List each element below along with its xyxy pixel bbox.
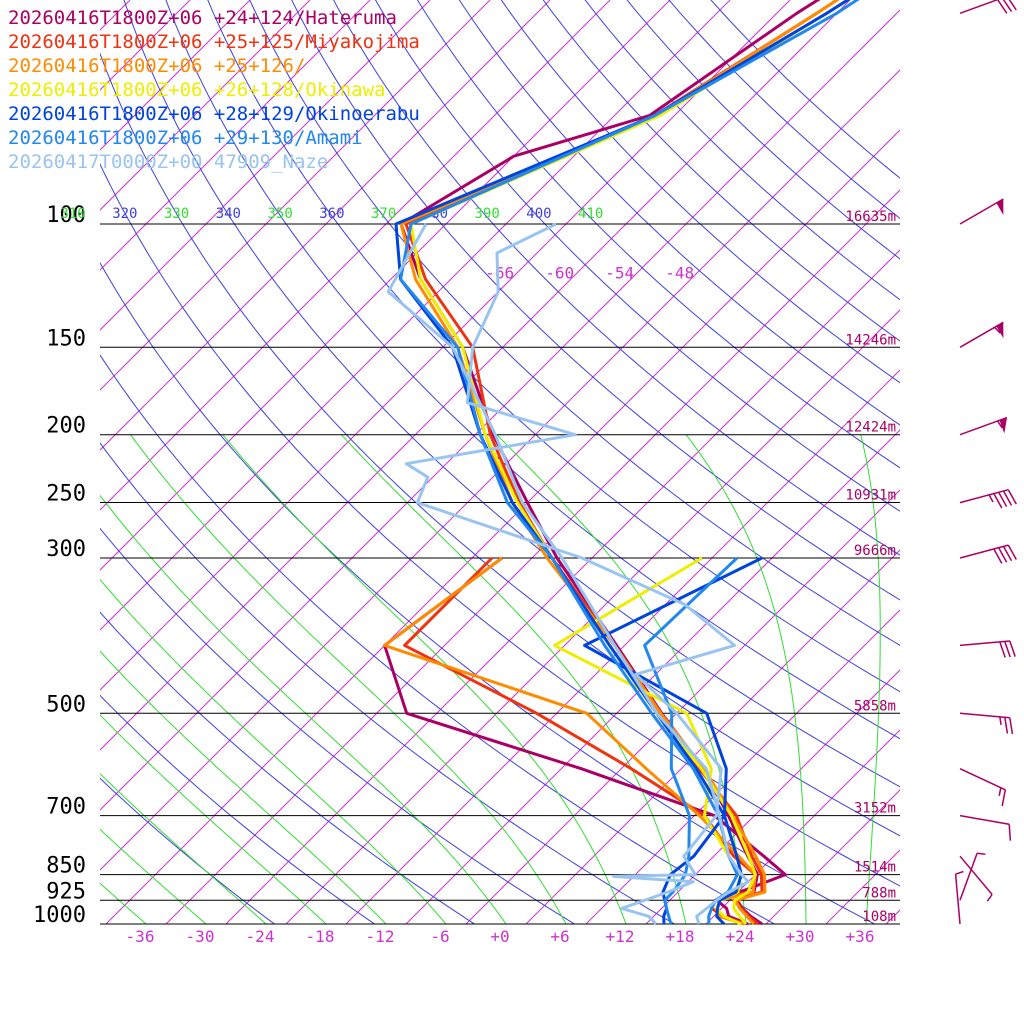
upper-temperature-label: -66 (485, 263, 514, 282)
wind-barb (960, 713, 1012, 734)
height-label: 108m (862, 909, 896, 925)
upper-temperature-label: -60 (545, 263, 574, 282)
temperature-tick-label: +12 (606, 927, 635, 946)
wind-barb (956, 872, 964, 925)
height-label: 3152m (854, 801, 896, 817)
dewpoint-line (405, 558, 756, 924)
theta-label: 360 (319, 206, 344, 222)
moist-adiabat-line (0, 435, 446, 924)
moist-adiabat-line (0, 435, 206, 924)
theta-label: 350 (267, 206, 292, 222)
theta-label: 410 (578, 206, 603, 222)
dry-adiabat-line (501, 0, 1024, 939)
temperature-tick-label: +24 (726, 927, 755, 946)
temperature-tick-label: -30 (186, 927, 215, 946)
wind-barb (960, 0, 1016, 13)
wind-barb (960, 418, 1007, 435)
legend-entry: 20260416T1800Z+06 +25+126/ (8, 54, 420, 78)
legend-entry: 20260416T1800Z+06 +26+128/Okinawa (8, 78, 420, 102)
temperature-tick-label: -18 (306, 927, 335, 946)
height-label: 10931m (845, 488, 896, 504)
legend-entry: 20260417T0000Z+00 47909_Naze (8, 150, 420, 174)
series-1 (385, 0, 1024, 924)
legend-entry: 20260416T1800Z+06 +28+129/Okinoerabu (8, 102, 420, 126)
height-label: 12424m (845, 420, 896, 436)
pressure-label: 850 (46, 854, 86, 879)
legend-entry: 20260416T1800Z+06 +25+125/Miyakojima (8, 30, 420, 54)
isotherm-line (886, 0, 1024, 924)
pressure-label: 250 (46, 482, 86, 507)
temperature-tick-label: +36 (846, 927, 875, 946)
wind-barb (960, 322, 1003, 347)
height-label: 14246m (845, 332, 896, 348)
legend-entry: 20260416T1800Z+06 +24+124/Hateruma (8, 6, 420, 30)
wind-barb (960, 490, 1016, 508)
upper-temperature-label: -54 (605, 263, 634, 282)
temperature-tick-label: +30 (786, 927, 815, 946)
wind-barb (960, 199, 1003, 224)
isotherm-line (466, 0, 1024, 924)
theta-label: 400 (526, 206, 551, 222)
isotherm-line (706, 0, 1024, 924)
series-3 (385, 0, 1024, 924)
theta-label: 310 (60, 206, 85, 222)
dry-adiabat-line (361, 0, 1024, 939)
moist-adiabat-line (0, 435, 146, 924)
pressure-label: 700 (46, 795, 86, 820)
theta-label: 370 (371, 206, 396, 222)
legend-entry: 20260416T1800Z+06 +29+130/Amami (8, 126, 420, 150)
theta-label: 330 (164, 206, 189, 222)
dry-adiabat-line (571, 0, 1024, 939)
theta-label: 340 (216, 206, 241, 222)
pressure-label: 150 (46, 326, 86, 351)
moist-adiabat-line (223, 435, 626, 924)
wind-barb (960, 769, 1005, 806)
temperature-tick-label: -36 (126, 927, 155, 946)
wind-barb (960, 641, 1015, 658)
temperature-tick-label: +6 (550, 927, 569, 946)
moist-adiabat-line (861, 435, 881, 924)
dry-adiabat-line (466, 0, 1024, 939)
dry-adiabat-line (536, 0, 1024, 939)
pressure-label: 925 (46, 879, 86, 904)
wind-barb (960, 545, 1016, 563)
theta-label: 390 (475, 206, 500, 222)
height-label: 788m (862, 885, 896, 901)
pressure-label: 500 (46, 692, 86, 717)
height-label: 16635m (845, 209, 896, 225)
height-label: 5858m (854, 698, 896, 714)
pressure-label: 1000 (33, 903, 86, 928)
moist-adiabat-line (0, 435, 266, 924)
temperature-tick-label: +0 (490, 927, 509, 946)
moist-adiabat-line (0, 435, 326, 924)
height-label: 9666m (854, 543, 896, 559)
temperature-tick-label: -6 (430, 927, 449, 946)
pressure-label: 300 (46, 537, 86, 562)
isotherm-line (946, 0, 1024, 924)
moist-adiabat-line (131, 435, 567, 924)
temperature-tick-label: -12 (366, 927, 395, 946)
temperature-tick-label: +18 (666, 927, 695, 946)
height-label: 1514m (854, 860, 896, 876)
upper-temperature-label: -48 (665, 263, 694, 282)
pressure-label: 200 (46, 414, 86, 439)
wind-barb (960, 856, 992, 901)
wind-barb (960, 816, 1010, 841)
theta-label: 320 (112, 206, 137, 222)
temperature-tick-label: -24 (246, 927, 275, 946)
